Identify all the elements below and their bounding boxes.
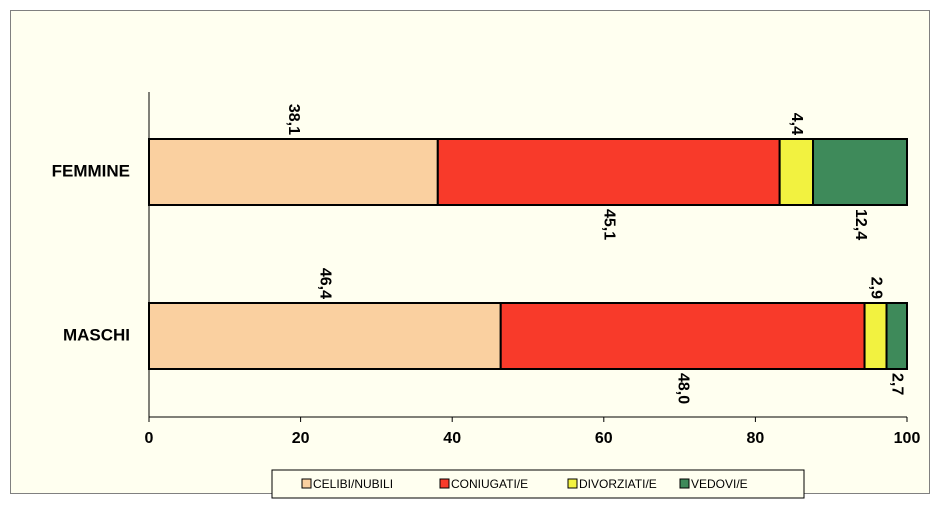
data-label: 12,4	[852, 209, 869, 240]
legend-label: DIVORZIATI/E	[579, 477, 657, 491]
data-label: 2,7	[889, 373, 906, 395]
bar-maschi-vedovi-e	[885, 302, 908, 370]
data-label: 45,1	[600, 209, 617, 240]
legend-swatch	[679, 478, 690, 489]
legend-label: CELIBI/NUBILI	[313, 477, 393, 491]
bar-maschi-coniugati-e	[499, 302, 866, 370]
data-label: 4,4	[788, 113, 805, 135]
legend-label: CONIUGATI/E	[451, 477, 528, 491]
bar-femmine-divorziati-e	[778, 138, 815, 206]
legend-swatch	[439, 478, 450, 489]
bar-femmine-celibi-nubili	[148, 138, 439, 206]
category-label: FEMMINE	[52, 161, 130, 180]
bar-maschi-celibi-nubili	[148, 302, 502, 370]
x-tick-label: 80	[747, 430, 765, 447]
bar-femmine-vedovi-e	[812, 138, 908, 206]
data-label: 46,4	[317, 268, 334, 299]
x-tick-label: 40	[443, 430, 461, 447]
legend-box	[271, 469, 805, 499]
data-label: 48,0	[674, 373, 691, 404]
x-tick-label: 100	[894, 430, 921, 447]
x-tick-label: 0	[145, 430, 154, 447]
bar-femmine-coniugati-e	[436, 138, 781, 206]
x-tick-label: 60	[595, 430, 613, 447]
x-tick-label: 20	[292, 430, 310, 447]
data-label: 38,1	[285, 104, 302, 135]
legend-swatch	[567, 478, 578, 489]
category-label: MASCHI	[63, 325, 130, 344]
legend-swatch	[301, 478, 312, 489]
bar-maschi-divorziati-e	[863, 302, 888, 370]
legend-label: VEDOVI/E	[691, 477, 748, 491]
data-label: 2,9	[867, 277, 884, 299]
chart-area	[10, 10, 930, 494]
